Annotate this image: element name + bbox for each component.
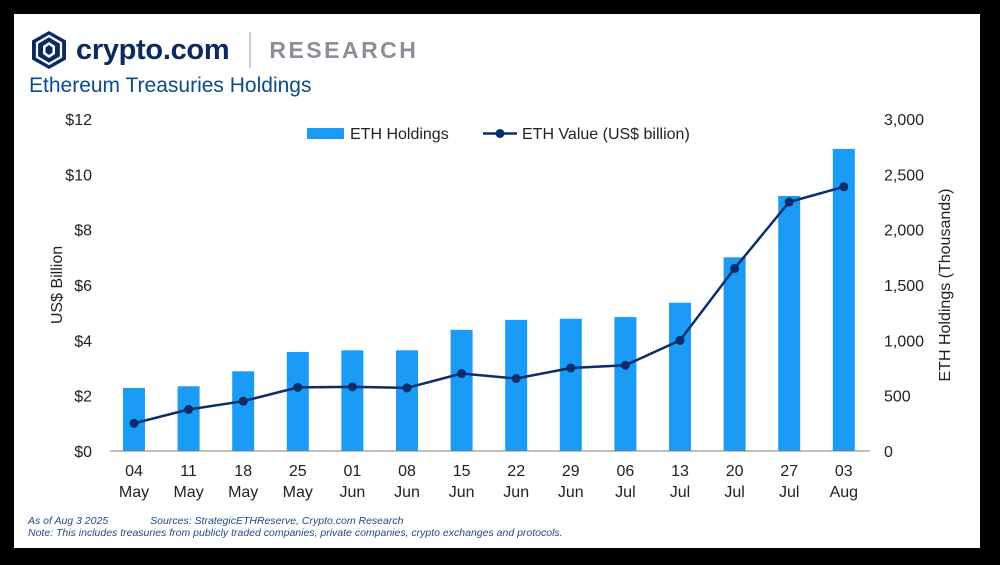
x-tick-7: 22 Jun: [503, 463, 529, 501]
brand-header: crypto.com RESEARCH: [30, 30, 418, 70]
legend-line-marker: [495, 129, 505, 138]
line-series: [129, 182, 849, 428]
footnote-note: Note: This includes treasuries from publ…: [28, 527, 563, 539]
value-point-2: [238, 396, 248, 406]
bar-9: [614, 317, 637, 451]
left-tick-6: $12: [65, 112, 92, 129]
chart-title: Ethereum Treasuries Holdings: [29, 74, 312, 97]
left-tick-4: $8: [74, 223, 92, 240]
footnote-sources: Sources: StrategicETHReserve, Crypto.com…: [150, 515, 404, 527]
value-point-8: [566, 363, 576, 373]
value-point-7: [511, 374, 521, 384]
brand-section: RESEARCH: [269, 36, 419, 63]
chart-card: crypto.com RESEARCH Ethereum Treasuries …: [14, 14, 980, 548]
bar-10: [669, 302, 691, 451]
value-point-3: [293, 382, 303, 392]
bar-4: [341, 350, 364, 451]
value-point-12: [784, 197, 794, 207]
right-tick-1: 500: [884, 389, 911, 406]
value-point-10: [675, 335, 685, 345]
value-point-5: [402, 383, 412, 393]
left-tick-1: $2: [74, 389, 92, 406]
left-axis-ticks: $0 $2 $4 $6 $8 $10 $12: [65, 112, 92, 461]
legend-bar-label: ETH Holdings: [350, 126, 449, 143]
x-tick-3: 25 May: [283, 463, 313, 501]
right-tick-4: 2,000: [884, 223, 924, 240]
left-axis-label: US$ Billion: [49, 246, 66, 324]
x-tick-13: 03 Aug: [830, 463, 858, 501]
legend-bar-swatch: [307, 128, 344, 139]
x-tick-4: 01 Jun: [340, 463, 366, 501]
bar-2: [232, 371, 255, 451]
value-point-0: [129, 418, 139, 428]
value-point-9: [620, 360, 630, 370]
x-tick-11: 20 Jul: [724, 463, 744, 501]
combo-chart: $0 $2 $4 $6 $8 $10 $12 0 500 1,000 1,500 2,000 2,50…: [49, 112, 954, 501]
bar-7: [505, 319, 528, 451]
right-axis-ticks: 0 500 1,000 1,500 2,000 2,500 3,000: [884, 112, 924, 461]
legend: ETH Holdings ETH Value (US$ billion): [307, 126, 690, 143]
left-tick-5: $10: [65, 167, 92, 184]
bar-13: [832, 148, 855, 451]
legend-line-label: ETH Value (US$ billion): [522, 126, 690, 143]
footnote-date: As of Aug 3 2025: [28, 515, 109, 527]
right-tick-0: 0: [884, 444, 893, 461]
bar-1: [177, 386, 200, 451]
bar-series: [123, 148, 855, 451]
bar-11: [723, 257, 746, 451]
bar-5: [396, 350, 418, 451]
x-tick-6: 15 Jun: [449, 463, 475, 501]
right-tick-6: 3,000: [884, 112, 924, 129]
value-point-1: [184, 405, 194, 414]
x-tick-10: 13 Jul: [670, 463, 690, 501]
value-point-6: [457, 369, 467, 379]
bar-6: [450, 329, 473, 451]
crypto-com-logo-icon: [32, 31, 66, 69]
value-point-13: [839, 182, 849, 192]
x-tick-2: 18 May: [228, 463, 258, 501]
bar-12: [778, 195, 801, 451]
right-tick-3: 1,500: [884, 278, 924, 295]
x-tick-1: 11 May: [173, 463, 203, 501]
right-tick-5: 2,500: [884, 167, 924, 184]
x-tick-0: 04 May: [119, 463, 149, 501]
bar-3: [286, 351, 309, 451]
right-tick-2: 1,000: [884, 333, 924, 350]
footnote: As of Aug 3 2025 Sources: StrategicETHRes…: [28, 515, 563, 539]
value-point-11: [730, 263, 740, 273]
x-tick-9: 06 Jul: [615, 463, 635, 501]
x-tick-12: 27 Jul: [779, 463, 799, 501]
x-axis-ticks: 04 May 11 May 18 May 25 May 01 Jun 08 Jun 15 Jun 22 Jun…: [119, 463, 858, 501]
x-tick-8: 29 Jun: [558, 463, 584, 501]
brand-divider: [249, 32, 252, 68]
bar-8: [559, 318, 582, 451]
left-tick-2: $4: [74, 333, 92, 350]
brand-name: crypto.com: [76, 33, 230, 66]
left-tick-0: $0: [74, 444, 92, 461]
right-axis-label: ETH Holdings (Thousands): [937, 189, 954, 382]
left-tick-3: $6: [74, 278, 92, 295]
value-point-4: [347, 382, 357, 392]
x-tick-5: 08 Jun: [394, 463, 420, 501]
value-line: [133, 185, 845, 425]
